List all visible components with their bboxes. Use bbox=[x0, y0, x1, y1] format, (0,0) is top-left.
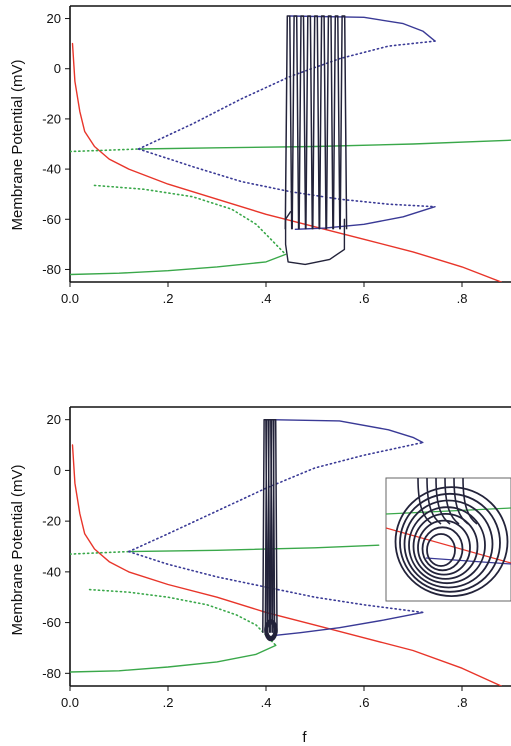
inset-spike-strand bbox=[462, 478, 478, 525]
inset-trajectory-loop bbox=[417, 519, 471, 576]
series-unstable-middle-branch bbox=[70, 148, 140, 153]
plot-area bbox=[70, 418, 502, 686]
inset-spike-strand bbox=[417, 478, 433, 525]
inset-trajectory-loop bbox=[394, 486, 509, 597]
x-tick-label: .8 bbox=[457, 695, 468, 710]
series-stable-upper-branch bbox=[128, 544, 380, 553]
trajectory-spike bbox=[305, 15, 314, 230]
inset-spike-strand bbox=[426, 478, 442, 525]
x-tick-label: .6 bbox=[359, 695, 370, 710]
trajectory-spike bbox=[332, 15, 341, 230]
y-tick-label: 0 bbox=[54, 463, 61, 478]
x-tick-label: .8 bbox=[457, 291, 468, 306]
x-tick-label: .2 bbox=[163, 291, 174, 306]
series-periodic-max-stable bbox=[289, 15, 436, 42]
series-trajectory-return bbox=[284, 211, 346, 266]
y-tick-label: -20 bbox=[42, 111, 61, 126]
y-tick-label: 20 bbox=[47, 412, 61, 427]
y-tick-label: 20 bbox=[47, 11, 61, 26]
y-tick-label: -20 bbox=[42, 514, 61, 529]
series-f-nullcline bbox=[71, 444, 502, 686]
trajectory-loop bbox=[266, 622, 276, 638]
x-tick-label: .4 bbox=[261, 695, 272, 710]
x-tick-label: 0.0 bbox=[61, 695, 79, 710]
series-periodic-min-stable bbox=[294, 206, 436, 230]
trajectory-spike bbox=[284, 15, 293, 230]
series-periodic-min-stable bbox=[275, 611, 424, 636]
x-tick-label: 0.0 bbox=[61, 291, 79, 306]
inset-spike-strand bbox=[453, 478, 469, 525]
series-unstable-lower-branch bbox=[93, 184, 287, 256]
y-tick-label: -60 bbox=[42, 212, 61, 227]
y-axis-title: Membrane Potential (mV) bbox=[9, 465, 26, 636]
series-stable-upper-branch bbox=[137, 139, 511, 150]
x-axis-title: f bbox=[302, 729, 307, 746]
x-tick-label: .6 bbox=[359, 291, 370, 306]
trajectory-spike bbox=[325, 15, 334, 230]
inset-spike-strand bbox=[435, 478, 451, 525]
series-stable-lower-branch bbox=[70, 253, 287, 276]
x-tick-label: .2 bbox=[163, 695, 174, 710]
trajectory-spike bbox=[271, 418, 278, 633]
y-tick-label: -40 bbox=[42, 564, 61, 579]
y-tick-label: -60 bbox=[42, 615, 61, 630]
plot-area bbox=[70, 15, 511, 282]
series-periodic-min-unstable bbox=[128, 550, 424, 614]
trajectory-spike bbox=[291, 15, 300, 230]
inset-stable-branch bbox=[386, 507, 511, 515]
inset-trajectory-loop bbox=[426, 533, 456, 567]
inset-trajectory-loop bbox=[399, 492, 501, 593]
y-tick-label: -80 bbox=[42, 666, 61, 681]
series-stable-lower-branch bbox=[70, 644, 277, 673]
series-unstable-lower-branch bbox=[88, 588, 277, 647]
trajectory-spike bbox=[298, 15, 307, 230]
trajectory-spike bbox=[318, 15, 327, 230]
inset-trajectory-loop bbox=[412, 513, 479, 580]
trajectory-spike bbox=[312, 15, 320, 230]
inset-periodic-branch bbox=[425, 557, 511, 565]
y-axis-title: Membrane Potential (mV) bbox=[9, 60, 26, 231]
inset-trajectory-loop bbox=[421, 526, 464, 572]
top-panel: 0.0 .2 .4 .6 .8 20 0 -20 -40 -60 -80 Membrane Poten… bbox=[9, 5, 511, 306]
y-tick-label: -40 bbox=[42, 162, 61, 177]
trajectory-spike bbox=[339, 15, 348, 230]
series-unstable-middle-branch bbox=[70, 550, 130, 555]
y-tick-label: 0 bbox=[54, 61, 61, 76]
inset-trajectory-loop bbox=[403, 499, 494, 589]
inset-spike-strand bbox=[444, 478, 460, 525]
inset-trajectory-loop bbox=[408, 506, 486, 585]
bottom-panel: 0.0 .2 .4 .6 .8 20 0 -20 -40 -60 -80 Membrane Poten… bbox=[9, 406, 511, 746]
x-tick-label: .4 bbox=[261, 291, 272, 306]
y-tick-label: -80 bbox=[42, 262, 61, 277]
series-f-nullcline bbox=[71, 42, 502, 282]
series-periodic-min-unstable bbox=[137, 148, 436, 208]
inset-zoom bbox=[385, 477, 511, 602]
series-periodic-max-stable bbox=[270, 419, 424, 444]
inset-plot bbox=[386, 478, 511, 597]
